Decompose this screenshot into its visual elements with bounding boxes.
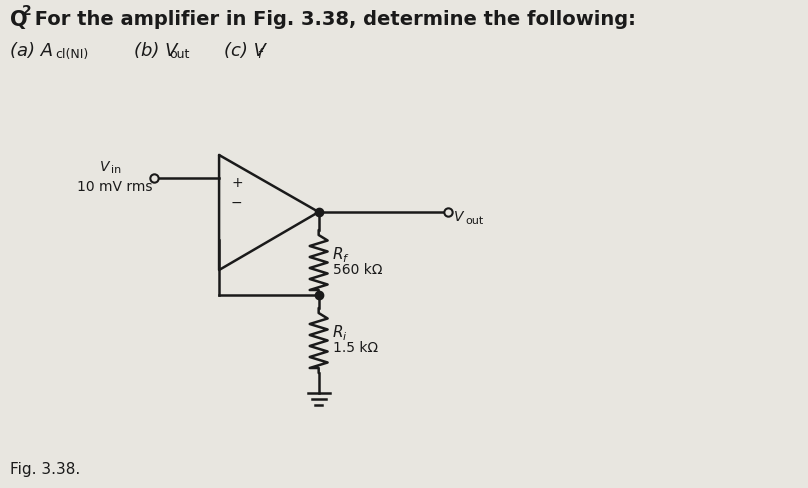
Text: (b) V: (b) V xyxy=(134,42,178,60)
Text: Fig. 3.38.: Fig. 3.38. xyxy=(10,462,80,477)
Text: R: R xyxy=(333,247,343,262)
Text: V: V xyxy=(99,160,109,174)
Text: out: out xyxy=(170,48,190,61)
Text: (c) V: (c) V xyxy=(224,42,266,60)
Text: 560 kΩ: 560 kΩ xyxy=(333,264,382,278)
Text: 1.5 kΩ: 1.5 kΩ xyxy=(333,342,377,355)
Text: (a) A: (a) A xyxy=(10,42,53,60)
Text: R: R xyxy=(333,325,343,340)
Text: For the amplifier in Fig. 3.38, determine the following:: For the amplifier in Fig. 3.38, determin… xyxy=(28,10,636,29)
Text: f: f xyxy=(257,48,261,61)
Text: −: − xyxy=(231,196,242,210)
Text: Q: Q xyxy=(10,10,27,30)
Text: i: i xyxy=(343,332,346,343)
Text: +: + xyxy=(231,176,242,190)
Text: V: V xyxy=(454,210,464,224)
Text: 10 mV rms: 10 mV rms xyxy=(77,180,152,194)
Text: 2: 2 xyxy=(22,4,32,18)
Text: cl(NI): cl(NI) xyxy=(55,48,88,61)
Text: out: out xyxy=(465,216,483,226)
Text: in: in xyxy=(111,165,120,175)
Text: f: f xyxy=(343,255,347,264)
